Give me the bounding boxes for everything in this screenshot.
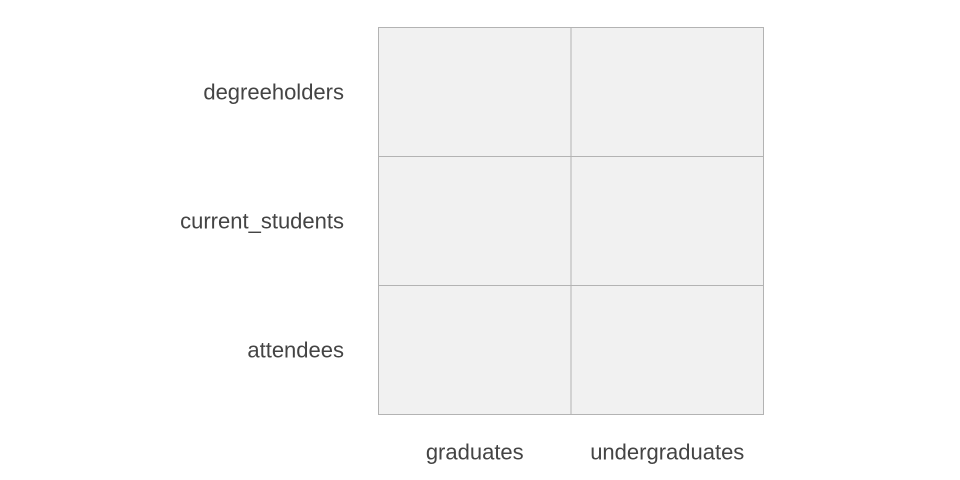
x-tick-label: undergraduates xyxy=(590,440,744,465)
y-axis-labels: degreeholders current_students attendees xyxy=(180,80,344,363)
cells-layer xyxy=(378,27,764,415)
heatmap-cell-degreeholders-graduates xyxy=(378,27,572,157)
heatmap-cell-attendees-graduates xyxy=(378,285,572,415)
x-axis-labels: graduates undergraduates xyxy=(426,440,744,465)
y-tick-label: degreeholders xyxy=(203,80,344,105)
y-tick-label: current_students xyxy=(180,209,344,234)
x-tick-label: graduates xyxy=(426,440,524,465)
heatmap-cell-attendees-undergraduates xyxy=(570,285,764,415)
heatmap-cell-current_students-undergraduates xyxy=(570,156,764,286)
heatmap-cell-degreeholders-undergraduates xyxy=(570,27,764,157)
heatmap-cell-current_students-graduates xyxy=(378,156,572,286)
y-tick-label: attendees xyxy=(247,338,344,363)
